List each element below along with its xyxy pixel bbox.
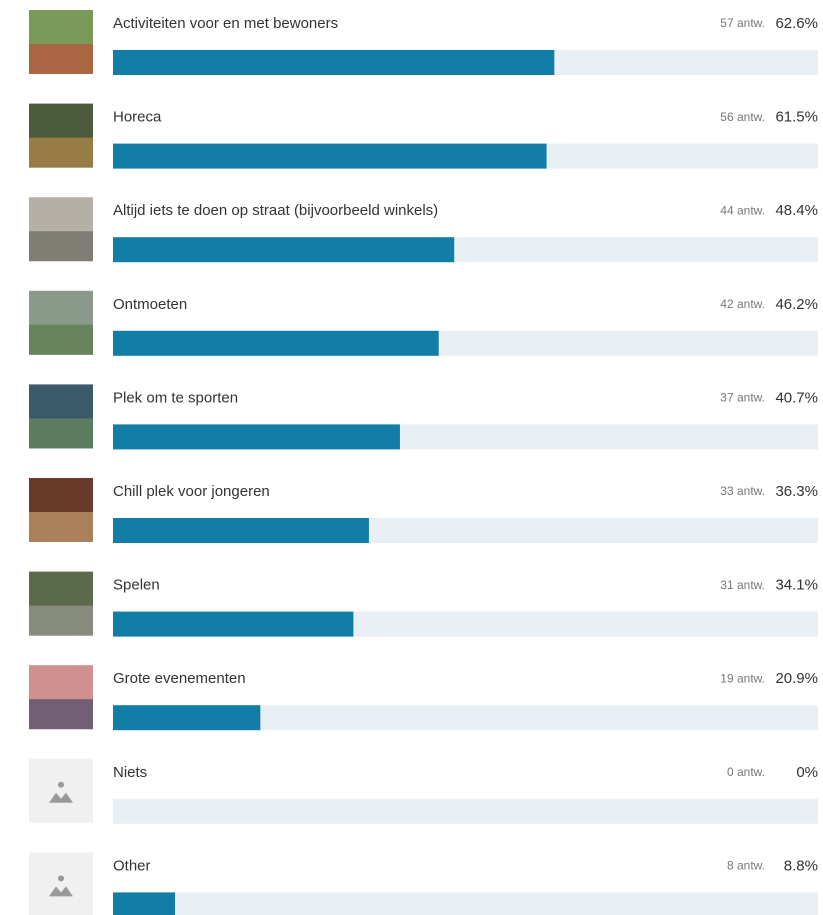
- thumbnail-detail: [29, 512, 93, 542]
- answer-count: 33 antw.: [720, 484, 765, 498]
- answer-count: 42 antw.: [720, 297, 765, 311]
- option-label: Plek om te sporten: [113, 389, 238, 406]
- answer-count: 31 antw.: [720, 578, 765, 592]
- percentage: 8.8%: [784, 857, 818, 874]
- bar: [113, 518, 369, 543]
- percentage: 48.4%: [775, 202, 818, 219]
- thumbnail-detail: [29, 231, 93, 262]
- answer-count: 56 antw.: [720, 110, 765, 124]
- placeholder-icon: [58, 781, 64, 788]
- percentage: 46.2%: [775, 296, 818, 313]
- bar: [113, 237, 455, 263]
- bar: [113, 424, 400, 450]
- thumbnail-detail: [29, 44, 93, 74]
- option-label: Niets: [113, 764, 147, 781]
- option-label: Horeca: [113, 109, 162, 126]
- bar: [113, 611, 354, 637]
- option-label: Activiteiten voor en met bewoners: [113, 15, 338, 32]
- bar-track: [113, 892, 818, 915]
- bar: [113, 143, 547, 169]
- thumbnail-detail: [29, 324, 93, 355]
- bar: [113, 330, 439, 356]
- bar-track: [113, 798, 818, 824]
- answer-count: 37 antw.: [720, 391, 765, 405]
- bar: [113, 50, 555, 75]
- placeholder-icon: [49, 886, 73, 897]
- answer-count: 0 antw.: [727, 765, 765, 779]
- option-row: Chill plek voor jongeren 33 antw. 36.3%: [29, 478, 818, 542]
- answer-count: 44 antw.: [720, 203, 765, 217]
- percentage: 61.5%: [775, 109, 818, 126]
- option-row: Ontmoeten 42 antw. 46.2%: [29, 290, 818, 355]
- percentage: 62.6%: [775, 15, 818, 32]
- option-label: Altijd iets te doen op straat (bijvoorbe…: [113, 202, 438, 219]
- thumbnail-detail: [29, 418, 93, 449]
- answer-count: 57 antw.: [720, 16, 765, 30]
- option-row: Horeca 56 antw. 61.5%: [29, 103, 818, 168]
- percentage: 40.7%: [775, 389, 818, 406]
- placeholder-icon: [58, 875, 64, 882]
- option-row: Niets 0 antw. 0%: [29, 758, 818, 823]
- option-label: Chill plek voor jongeren: [113, 483, 270, 500]
- option-label: Other: [113, 857, 151, 874]
- thumbnail-placeholder: [29, 758, 93, 823]
- thumbnail-detail: [29, 605, 93, 636]
- option-row: Activiteiten voor en met bewoners 57 antw…: [29, 10, 818, 74]
- option-row: Other 8 antw. 8.8%: [29, 852, 818, 915]
- option-row: Spelen 31 antw. 34.1%: [29, 571, 818, 636]
- option-label: Grote evenementen: [113, 670, 246, 687]
- bar: [113, 892, 176, 915]
- bar: [113, 705, 261, 731]
- thumbnail-detail: [29, 699, 93, 730]
- option-row: Altijd iets te doen op straat (bijvoorbe…: [29, 197, 818, 262]
- percentage: 36.3%: [775, 483, 818, 500]
- answer-count: 19 antw.: [720, 671, 765, 685]
- option-label: Ontmoeten: [113, 296, 187, 313]
- thumbnail-detail: [29, 137, 93, 168]
- answer-count: 8 antw.: [727, 859, 765, 873]
- thumbnail-placeholder: [29, 852, 93, 915]
- percentage: 0%: [796, 764, 818, 781]
- placeholder-icon: [49, 792, 73, 803]
- percentage: 20.9%: [775, 670, 818, 687]
- option-row: Plek om te sporten 37 antw. 40.7%: [29, 384, 818, 449]
- percentage: 34.1%: [775, 577, 818, 594]
- option-label: Spelen: [113, 577, 160, 594]
- option-row: Grote evenementen 19 antw. 20.9%: [29, 665, 818, 730]
